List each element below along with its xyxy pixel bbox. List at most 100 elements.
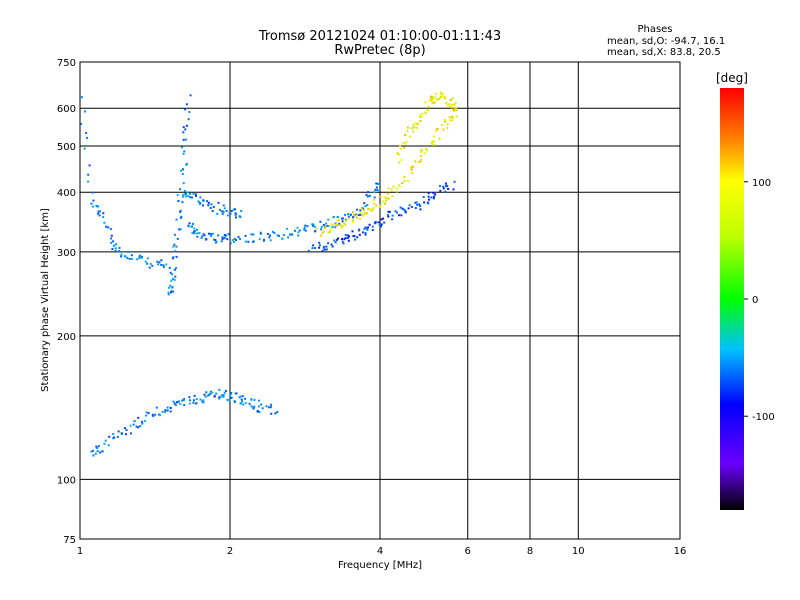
data-point bbox=[352, 216, 355, 219]
data-point bbox=[128, 257, 131, 260]
data-point bbox=[320, 228, 323, 231]
data-point bbox=[198, 232, 201, 235]
data-point bbox=[270, 403, 273, 406]
data-point bbox=[201, 235, 204, 238]
data-point bbox=[99, 210, 102, 213]
data-point bbox=[377, 221, 380, 224]
data-point bbox=[137, 426, 140, 429]
data-point bbox=[442, 185, 445, 188]
data-point bbox=[362, 209, 365, 212]
data-point bbox=[188, 222, 191, 225]
data-point bbox=[425, 148, 428, 150]
data-point bbox=[162, 264, 165, 267]
data-point bbox=[331, 223, 334, 226]
data-point bbox=[181, 173, 184, 175]
chart-subtitle: RwPretec (8p) bbox=[334, 43, 425, 58]
data-point bbox=[297, 231, 300, 234]
data-point bbox=[182, 138, 185, 141]
data-point bbox=[193, 232, 196, 235]
data-point bbox=[347, 215, 350, 218]
data-point bbox=[166, 406, 169, 409]
data-point bbox=[101, 450, 104, 453]
data-point bbox=[312, 244, 315, 247]
data-point bbox=[384, 202, 387, 205]
data-point bbox=[366, 204, 369, 206]
data-point bbox=[167, 291, 170, 294]
data-point bbox=[90, 202, 93, 205]
data-point bbox=[234, 208, 236, 211]
data-point bbox=[435, 129, 438, 132]
data-point bbox=[356, 236, 359, 239]
data-point bbox=[423, 152, 426, 155]
data-point bbox=[258, 411, 261, 414]
data-point bbox=[198, 201, 201, 204]
data-point bbox=[97, 212, 99, 215]
data-point bbox=[336, 216, 339, 218]
y-tick-label: 500 bbox=[57, 142, 76, 153]
data-point bbox=[216, 212, 219, 215]
data-point bbox=[189, 94, 192, 97]
data-point bbox=[234, 213, 237, 216]
data-point bbox=[399, 144, 401, 147]
data-point bbox=[296, 226, 299, 229]
data-point bbox=[445, 184, 448, 187]
data-point bbox=[446, 123, 449, 126]
data-point bbox=[98, 214, 101, 217]
data-point bbox=[252, 233, 255, 236]
data-point bbox=[453, 103, 456, 106]
data-point bbox=[427, 195, 430, 198]
data-point bbox=[114, 247, 117, 250]
data-point bbox=[179, 211, 182, 214]
data-point bbox=[184, 138, 187, 141]
data-point bbox=[319, 220, 322, 223]
data-point bbox=[88, 164, 91, 167]
data-point bbox=[186, 191, 189, 194]
data-point bbox=[438, 137, 441, 140]
data-point bbox=[444, 190, 447, 193]
data-point bbox=[364, 226, 367, 229]
data-point bbox=[351, 230, 354, 233]
data-point bbox=[206, 200, 209, 203]
data-point bbox=[213, 395, 216, 398]
data-point bbox=[174, 404, 177, 407]
data-point bbox=[363, 228, 366, 231]
data-point bbox=[372, 207, 375, 209]
data-point bbox=[364, 233, 367, 236]
data-point bbox=[454, 101, 457, 104]
data-point bbox=[371, 209, 373, 212]
data-point bbox=[221, 238, 224, 241]
data-point bbox=[403, 176, 406, 179]
data-point bbox=[446, 104, 449, 107]
data-point bbox=[130, 254, 133, 257]
data-point bbox=[403, 179, 406, 182]
data-point bbox=[193, 230, 196, 233]
data-point bbox=[382, 217, 385, 220]
data-point bbox=[355, 214, 358, 217]
data-point bbox=[327, 225, 330, 227]
phases-o-stats: mean, sd,O: -94.7, 16.1 bbox=[607, 36, 725, 47]
data-point bbox=[347, 239, 350, 242]
data-point bbox=[239, 395, 242, 398]
data-point bbox=[175, 255, 178, 258]
y-tick-label: 300 bbox=[57, 248, 76, 259]
data-point bbox=[171, 286, 174, 289]
x-axis-label: Frequency [MHz] bbox=[338, 560, 422, 571]
data-point bbox=[430, 95, 433, 98]
data-point bbox=[250, 233, 253, 236]
data-point bbox=[323, 248, 326, 251]
data-point bbox=[192, 222, 195, 225]
data-point bbox=[188, 196, 191, 199]
data-point bbox=[415, 126, 418, 129]
data-point bbox=[311, 223, 314, 226]
data-point bbox=[155, 406, 158, 409]
x-tick-label: 2 bbox=[227, 546, 233, 557]
data-point bbox=[204, 395, 207, 398]
data-point bbox=[145, 414, 148, 417]
data-point bbox=[169, 271, 172, 274]
data-point bbox=[454, 106, 457, 109]
data-point bbox=[80, 122, 83, 125]
data-point bbox=[318, 244, 321, 247]
data-point bbox=[176, 194, 179, 197]
data-point bbox=[443, 97, 446, 100]
data-point bbox=[387, 215, 390, 218]
